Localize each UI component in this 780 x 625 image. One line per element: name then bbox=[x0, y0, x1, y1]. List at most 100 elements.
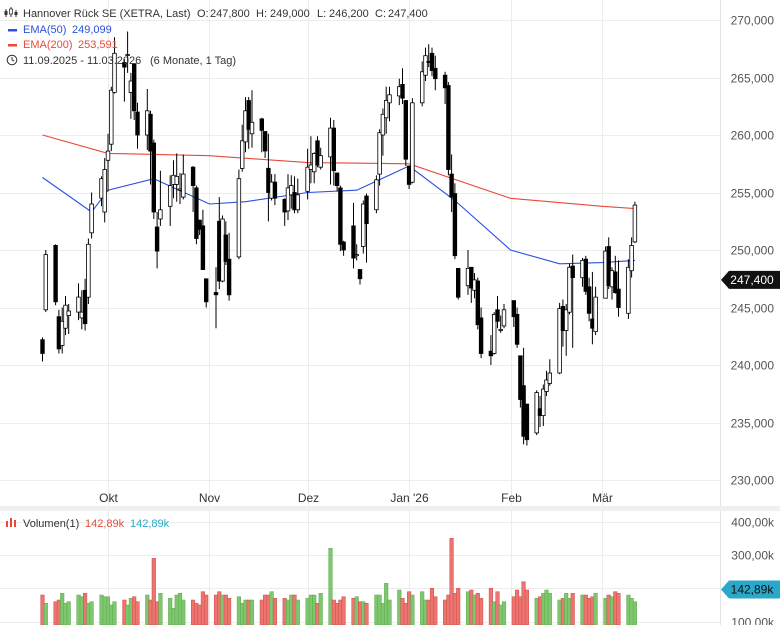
candle bbox=[557, 302, 562, 375]
candle bbox=[259, 117, 264, 153]
candle bbox=[518, 355, 523, 408]
volume-bar-down bbox=[570, 593, 575, 625]
volume-legend: Volumen(1) 142,89k 142,89k bbox=[6, 518, 170, 530]
candle-body-up bbox=[63, 304, 68, 329]
candle-body-down bbox=[400, 84, 405, 99]
candle bbox=[354, 244, 359, 261]
candle bbox=[567, 263, 572, 315]
candle bbox=[606, 237, 611, 290]
candle-body-down bbox=[452, 193, 458, 257]
candle-body-up bbox=[89, 203, 94, 234]
candle-body-up bbox=[541, 388, 546, 417]
x-tick-label: Okt bbox=[99, 491, 118, 505]
volume-bar-up bbox=[410, 594, 415, 625]
candle-body-up bbox=[60, 320, 65, 346]
volume-bar-up bbox=[501, 601, 507, 625]
candle bbox=[158, 170, 163, 226]
candle-body-up bbox=[491, 313, 497, 354]
candle-body-down bbox=[131, 63, 137, 112]
candle-body-up bbox=[557, 308, 562, 374]
candle bbox=[63, 296, 68, 336]
volume-legend-name: Volumen(1) bbox=[23, 518, 79, 530]
candle bbox=[122, 59, 127, 102]
candle-body-up bbox=[374, 179, 379, 211]
volume-bar-down bbox=[364, 603, 369, 625]
ohlc-high-label: H: bbox=[256, 8, 267, 20]
candle bbox=[89, 192, 94, 239]
chart-title: Hannover Rück SE (XETRA, Last) bbox=[23, 8, 191, 20]
price-y-tick-label: 255,000 bbox=[731, 187, 775, 201]
candle-body-up bbox=[632, 204, 638, 243]
candle-body-up bbox=[564, 309, 569, 331]
candle-body-down bbox=[203, 278, 209, 303]
candle bbox=[43, 250, 48, 313]
candle-body-down bbox=[514, 313, 520, 345]
volume-bar-up bbox=[112, 601, 117, 625]
candle bbox=[495, 296, 500, 329]
candle-body-down bbox=[606, 246, 611, 286]
ema200-legend-name: EMA(200) bbox=[23, 39, 73, 51]
candle bbox=[455, 267, 461, 300]
candle-body-down bbox=[331, 127, 336, 172]
candle-body-down bbox=[455, 267, 461, 298]
volume-legend-value-2: 142,89k bbox=[130, 518, 170, 530]
candle bbox=[374, 175, 379, 214]
candle-body-down bbox=[226, 258, 232, 296]
candle-body-up bbox=[109, 89, 114, 145]
candle-body-up bbox=[86, 243, 91, 298]
candle bbox=[377, 129, 382, 186]
price-y-tick-label: 235,000 bbox=[731, 417, 775, 431]
x-tick-label: Mär bbox=[592, 491, 613, 505]
candle bbox=[341, 240, 346, 256]
candle bbox=[357, 269, 363, 285]
candle-body-up bbox=[419, 71, 425, 104]
candle bbox=[544, 370, 549, 396]
candle-body-up bbox=[105, 150, 111, 161]
candle bbox=[226, 232, 232, 301]
volume-bar-up bbox=[66, 601, 71, 625]
candle-body-up bbox=[380, 113, 386, 136]
last-volume-label: 142,89k bbox=[731, 583, 775, 597]
candle-body-down bbox=[433, 67, 438, 80]
volume-bar-down bbox=[456, 588, 461, 625]
candle bbox=[419, 61, 425, 107]
candle-body-down bbox=[338, 187, 343, 245]
candle-body-down bbox=[511, 300, 516, 318]
candle-body-down bbox=[148, 113, 153, 152]
candle-body-up bbox=[174, 175, 179, 185]
candle-body-down bbox=[570, 265, 575, 279]
ohlc-close-value: 247,400 bbox=[388, 8, 428, 20]
bar-chart-icon[interactable] bbox=[6, 518, 16, 527]
candle bbox=[213, 267, 219, 329]
candle-body-up bbox=[249, 121, 255, 135]
price-y-tick-label: 250,000 bbox=[731, 244, 775, 258]
candle-body-down bbox=[403, 100, 408, 160]
candle-body-down bbox=[272, 181, 278, 199]
candle bbox=[491, 312, 497, 355]
price-y-tick-label: 260,000 bbox=[731, 129, 775, 143]
candle bbox=[541, 384, 546, 426]
price-y-tick-label: 245,000 bbox=[731, 302, 775, 316]
x-tick-label: Dez bbox=[298, 491, 319, 505]
price-y-tick-label: 265,000 bbox=[731, 72, 775, 86]
volume-bar-down bbox=[227, 598, 232, 625]
ohlc-open-value: 247,800 bbox=[210, 8, 250, 20]
clock-icon bbox=[6, 54, 18, 66]
candle-body-up bbox=[158, 209, 163, 220]
candle bbox=[446, 82, 451, 176]
candle bbox=[305, 148, 310, 200]
candle-body-down bbox=[478, 317, 484, 354]
candle bbox=[285, 174, 291, 221]
candle bbox=[361, 200, 366, 254]
volume-bar-up bbox=[318, 593, 323, 625]
candle bbox=[181, 154, 186, 200]
ohlc-low-value: 246,200 bbox=[329, 8, 369, 20]
candle bbox=[200, 209, 206, 270]
candle bbox=[40, 337, 45, 362]
chart-type-icon[interactable] bbox=[4, 7, 18, 17]
candle bbox=[203, 278, 209, 308]
candle bbox=[429, 47, 435, 77]
volume-bar-down bbox=[272, 598, 277, 625]
